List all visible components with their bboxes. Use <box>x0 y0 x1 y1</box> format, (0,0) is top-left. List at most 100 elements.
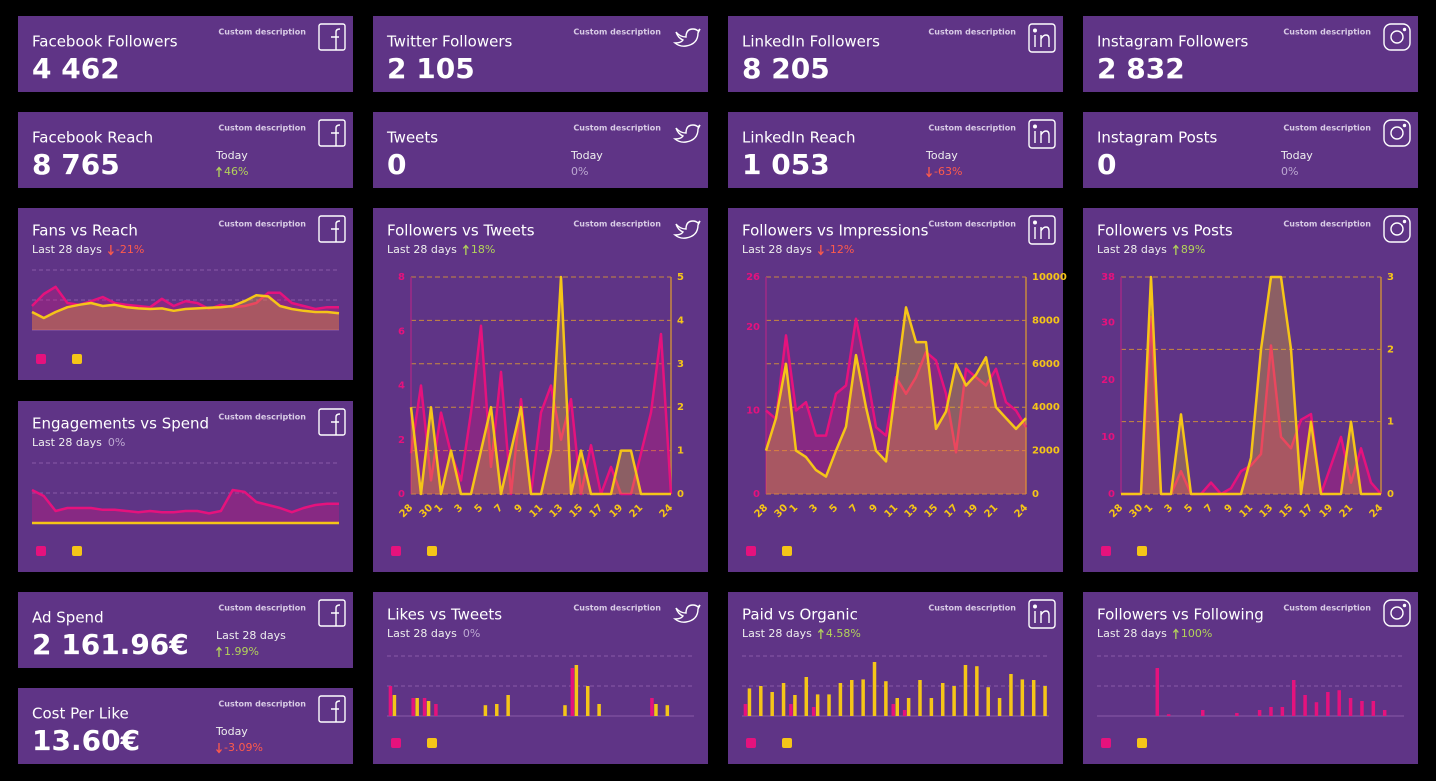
trend-arrow <box>817 628 824 639</box>
widget: Custom description Engagements vs Spend La… <box>18 401 353 572</box>
icon-lens <box>1390 606 1404 620</box>
legend-swatch <box>1137 738 1147 748</box>
y2-tick-label: 10000 <box>1032 272 1067 283</box>
widget-title: Likes vs Tweets <box>387 606 502 624</box>
bar <box>906 698 911 716</box>
y-tick-label: 30 <box>1101 318 1115 329</box>
widget-card <box>1083 16 1418 92</box>
icon-frame <box>1028 119 1056 149</box>
icon-dot <box>1402 27 1407 32</box>
platform-icon <box>673 604 701 623</box>
bar <box>789 704 793 716</box>
bar <box>1348 698 1353 716</box>
change: 0% <box>571 165 588 178</box>
change: 89% <box>1181 243 1205 256</box>
bar <box>1257 710 1262 716</box>
bar <box>654 704 658 716</box>
widget-value: 1 053 <box>742 148 830 181</box>
area-fill <box>1121 277 1381 494</box>
legend-swatch <box>782 738 792 748</box>
icon-glyph <box>331 220 341 242</box>
icon-glyph <box>673 220 701 239</box>
icon-frame <box>1383 119 1411 147</box>
icon-frame <box>318 599 346 627</box>
period: Last 28 days <box>387 243 457 256</box>
bar <box>392 695 397 716</box>
period: Last 28 days <box>387 627 457 640</box>
line <box>409 275 671 496</box>
legend-swatch <box>1101 546 1111 556</box>
trend-arrow <box>216 743 222 754</box>
platform-icon <box>318 23 346 51</box>
icon-frame <box>318 215 346 243</box>
widget-description: Custom description <box>928 28 1016 37</box>
widget-card <box>373 16 708 92</box>
y-tick-label: 8 <box>398 272 405 283</box>
bar <box>411 698 415 716</box>
icon-glyph <box>331 604 341 626</box>
y-tick-label: 0 <box>398 489 405 500</box>
widget: Custom description Fans vs Reach Last 28 d… <box>18 208 353 380</box>
platform-icon <box>1383 215 1411 243</box>
y2-tick-label: 0 <box>1387 489 1394 500</box>
icon-glyph <box>673 28 701 47</box>
icon-dot <box>1402 603 1407 608</box>
platform-icon <box>318 599 346 627</box>
bar <box>422 698 427 716</box>
icon-glyph <box>331 28 341 50</box>
icon-glyph <box>331 413 341 435</box>
area-fill <box>32 490 339 523</box>
legend-swatch <box>1137 546 1147 556</box>
bar <box>997 698 1002 716</box>
y2-tick-label: 5 <box>677 272 684 283</box>
widget-card <box>728 16 1063 92</box>
trend-arrow <box>216 166 222 177</box>
trend-arrow <box>107 245 114 256</box>
area-fill <box>766 307 1026 494</box>
icon-frame <box>318 695 346 723</box>
change: -12% <box>826 243 854 256</box>
bar <box>1166 714 1171 716</box>
period: Today <box>215 149 248 162</box>
area-fill <box>1121 317 1381 494</box>
bar <box>1269 707 1273 716</box>
widget-description: Custom description <box>573 220 661 229</box>
icon-lens <box>1390 126 1404 140</box>
bar <box>891 704 895 716</box>
bar <box>884 681 888 716</box>
y2-tick-label: 6000 <box>1032 359 1060 370</box>
widget-title: Engagements vs Spend <box>32 415 209 433</box>
change: 0% <box>463 627 480 640</box>
widget-card <box>1083 208 1418 572</box>
icon-dot <box>1032 220 1037 225</box>
bar <box>1201 710 1205 716</box>
period: Last 28 days <box>32 436 102 449</box>
y2-tick-label: 4000 <box>1032 402 1060 413</box>
icon-frame <box>1383 599 1411 627</box>
period: Today <box>925 149 958 162</box>
bar <box>1382 710 1387 716</box>
bar <box>1235 713 1239 716</box>
bar <box>963 665 968 716</box>
bar <box>815 694 820 716</box>
platform-icon <box>1028 215 1056 245</box>
y-tick-label: 38 <box>1101 272 1115 283</box>
widget-title: LinkedIn Followers <box>742 33 880 51</box>
bar <box>811 707 816 716</box>
bar <box>975 666 979 716</box>
line <box>31 293 340 320</box>
change: -63% <box>934 165 962 178</box>
bar <box>838 683 843 716</box>
bar <box>1371 701 1376 716</box>
line <box>31 488 339 515</box>
widget-description: Custom description <box>218 413 306 422</box>
widget-value: 8 205 <box>742 52 830 85</box>
icon-glyph <box>673 604 701 623</box>
widget-description: Custom description <box>1283 124 1371 133</box>
icon-dot <box>1402 219 1407 224</box>
bar <box>1043 686 1047 716</box>
bar <box>388 686 393 716</box>
